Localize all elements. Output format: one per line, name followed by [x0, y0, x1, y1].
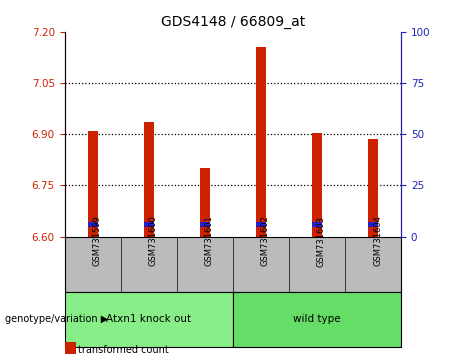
Bar [233, 292, 401, 347]
Bar [144, 222, 154, 227]
Text: GSM731603: GSM731603 [317, 216, 326, 267]
Text: wild type: wild type [293, 314, 341, 324]
Text: GSM731599: GSM731599 [93, 216, 101, 267]
Bar [312, 222, 322, 227]
Bar [256, 222, 266, 227]
Bar [200, 169, 210, 236]
Text: genotype/variation ▶: genotype/variation ▶ [5, 314, 108, 324]
Bar [368, 222, 378, 227]
Title: GDS4148 / 66809_at: GDS4148 / 66809_at [161, 16, 305, 29]
Text: GSM731602: GSM731602 [261, 216, 270, 267]
Text: transformed count: transformed count [78, 346, 169, 354]
Bar [312, 132, 322, 236]
Bar [256, 47, 266, 236]
Text: GSM731600: GSM731600 [148, 216, 158, 267]
Text: GSM731601: GSM731601 [205, 216, 214, 267]
Text: GSM731604: GSM731604 [373, 216, 382, 267]
Bar [368, 139, 378, 236]
Bar [88, 222, 98, 227]
Text: Atxn1 knock out: Atxn1 knock out [106, 314, 191, 324]
Bar [65, 292, 233, 347]
Bar [200, 222, 210, 227]
Bar [88, 131, 98, 236]
Bar [144, 122, 154, 236]
